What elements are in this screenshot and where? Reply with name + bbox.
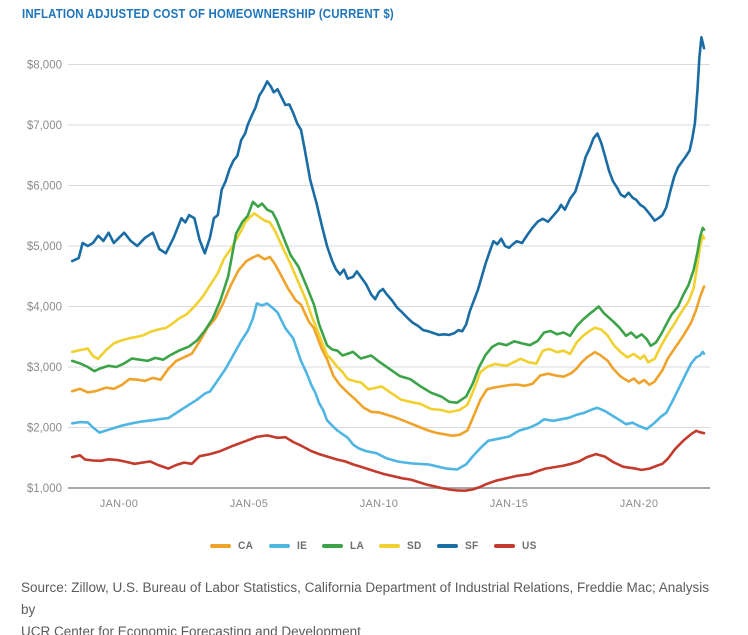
- series-line-us: [70, 429, 706, 493]
- legend-item-sd: SD: [379, 540, 423, 552]
- series-line-sd: [70, 212, 706, 414]
- x-axis-label: JAN-15: [490, 498, 528, 510]
- y-axis-label: $5,000: [27, 241, 62, 253]
- legend-swatch-ie: [268, 544, 290, 548]
- legend-item-us: US: [493, 540, 538, 552]
- source-line-1: Source: Zillow, U.S. Bureau of Labor Sta…: [21, 580, 710, 617]
- legend-item-la: LA: [321, 540, 365, 552]
- homeownership-cost-chart: $1,000 $2,000 $3,000 $4,000 $5,000 $6,000 $7,0…: [27, 35, 710, 510]
- legend-swatch-sd: [379, 544, 401, 548]
- legend-item-ie: IE: [268, 540, 308, 552]
- series-line-ie: [70, 302, 706, 471]
- y-axis-label: $1,000: [27, 483, 62, 495]
- y-axis-label: $3,000: [27, 362, 62, 374]
- y-axis-label: $6,000: [27, 181, 62, 193]
- series-line-la: [70, 200, 706, 405]
- legend-item-ca: CA: [210, 540, 255, 552]
- legend-swatch-us: [493, 544, 515, 548]
- legend-swatch-la: [321, 544, 343, 548]
- legend-label-ie: IE: [296, 540, 308, 552]
- y-axis-label: $8,000: [27, 60, 62, 72]
- legend-swatch-ca: [210, 544, 232, 548]
- legend-label-us: US: [521, 540, 537, 552]
- y-axis-label: $2,000: [27, 423, 62, 435]
- x-axis-label: JAN-05: [230, 498, 268, 510]
- legend-item-sf: SF: [437, 540, 480, 552]
- x-axis-label: JAN-20: [620, 498, 658, 510]
- y-axis-label: $4,000: [27, 302, 62, 314]
- legend-label-sf: SF: [465, 540, 479, 552]
- legend-label-ca: CA: [238, 540, 254, 552]
- series-line-sf: [70, 35, 706, 337]
- x-axis-label: JAN-00: [100, 498, 138, 510]
- legend-label-sd: SD: [407, 540, 422, 552]
- source-line-2: UCR Center for Economic Forecasting and …: [21, 623, 361, 635]
- chart-title: INFLATION ADJUSTED COST OF HOMEOWNERSHIP…: [22, 6, 394, 21]
- chart-legend: CA IE LA SD SF US: [0, 540, 748, 552]
- legend-label-la: LA: [349, 540, 364, 552]
- y-axis-label: $7,000: [27, 120, 62, 132]
- series-line-ca: [70, 253, 706, 438]
- source-attribution: Source: Zillow, U.S. Bureau of Labor Sta…: [21, 577, 727, 635]
- x-axis-label: JAN-10: [360, 498, 398, 510]
- legend-swatch-sf: [437, 544, 459, 548]
